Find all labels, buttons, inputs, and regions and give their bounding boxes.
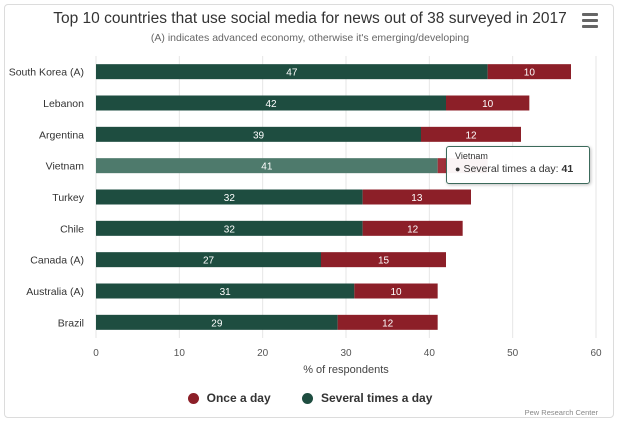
bar-once-canada-a — [321, 252, 446, 268]
bar-once-chile — [362, 220, 463, 236]
bar-label-several-vietnam: 41 — [261, 162, 273, 173]
category-label-canada-a: Canada (A) — [30, 255, 84, 267]
chart-legend: Once a day Several times a day — [0, 391, 620, 407]
legend-label-once: Once a day — [206, 391, 271, 405]
bar-label-several-south-korea-a: 47 — [286, 68, 298, 79]
x-tick-label-40: 40 — [424, 348, 436, 359]
chart-title: Top 10 countries that use social media f… — [53, 10, 567, 27]
bar-label-several-australia-a: 31 — [220, 287, 232, 298]
bar-several-vietnam — [96, 158, 438, 174]
legend-label-several: Several times a day — [320, 391, 433, 405]
bar-once-south-korea-a — [487, 64, 571, 80]
bar-several-turkey — [96, 189, 363, 205]
bar-label-several-turkey: 32 — [224, 193, 236, 204]
x-tick-label-50: 50 — [507, 348, 519, 359]
bar-several-argentina — [96, 126, 421, 142]
bar-once-turkey — [362, 189, 471, 205]
x-tick-label-60: 60 — [590, 348, 602, 359]
bar-several-chile — [96, 220, 363, 236]
tooltip-value-line: ● Several times a day: 41 — [455, 163, 581, 175]
bar-label-once-canada-a: 15 — [378, 256, 390, 267]
chart-frame — [4, 4, 614, 418]
category-label-vietnam: Vietnam — [46, 161, 85, 173]
tooltip-series-label: Several times a day: — [463, 163, 562, 175]
chart-subtitle: (A) indicates advanced economy, otherwis… — [150, 32, 470, 44]
legend-dot-icon-once — [187, 392, 199, 404]
x-tick-label-10: 10 — [174, 348, 186, 359]
bar-label-once-chile: 12 — [407, 224, 419, 235]
tooltip-category: Vietnam — [455, 151, 488, 161]
x-tick-label-30: 30 — [340, 348, 352, 359]
bar-label-once-australia-a: 10 — [390, 287, 402, 298]
bar-label-several-lebanon: 42 — [265, 99, 277, 110]
category-label-australia-a: Australia (A) — [26, 286, 84, 298]
tooltip-bullet-icon: ● — [455, 164, 461, 174]
bar-several-south-korea-a — [96, 64, 488, 80]
bar-several-canada-a — [96, 252, 321, 268]
chart-tooltip: Vietnam ● Several times a day: 41 — [446, 146, 590, 184]
category-label-brazil: Brazil — [58, 317, 84, 329]
category-label-chile: Chile — [60, 223, 84, 235]
bar-once-australia-a — [354, 283, 438, 299]
legend-item-once-a-day[interactable]: Once a day — [187, 391, 271, 405]
credit-text: Pew Research Center — [524, 408, 598, 417]
bar-label-several-canada-a: 27 — [203, 256, 215, 267]
bar-several-lebanon — [96, 95, 446, 111]
bar-label-several-argentina: 39 — [253, 130, 265, 141]
hamburger-menu-icon[interactable] — [582, 13, 600, 29]
bar-label-once-south-korea-a: 10 — [524, 68, 536, 79]
tooltip-value: 41 — [561, 163, 574, 175]
bar-label-once-turkey: 13 — [411, 193, 423, 204]
x-tick-label-20: 20 — [257, 348, 269, 359]
bar-once-brazil — [337, 314, 438, 330]
category-label-turkey: Turkey — [52, 192, 84, 204]
category-label-south-korea-a: South Korea (A) — [9, 67, 84, 79]
bar-label-once-brazil: 12 — [382, 318, 394, 329]
legend-dot-icon-several — [301, 392, 313, 404]
x-axis-title: % of respondents — [303, 364, 389, 376]
bar-several-australia-a — [96, 283, 355, 299]
bar-label-several-chile: 32 — [224, 224, 236, 235]
legend-item-several-times-a-day[interactable]: Several times a day — [301, 391, 433, 405]
bar-label-once-argentina: 12 — [465, 130, 477, 141]
bar-label-once-lebanon: 10 — [482, 99, 494, 110]
category-label-argentina: Argentina — [39, 129, 84, 141]
bar-label-several-brazil: 29 — [211, 318, 223, 329]
bar-once-argentina — [421, 126, 521, 142]
bar-once-lebanon — [446, 95, 530, 111]
x-tick-label-0: 0 — [93, 348, 99, 359]
category-label-lebanon: Lebanon — [43, 98, 84, 110]
bar-several-brazil — [96, 314, 338, 330]
